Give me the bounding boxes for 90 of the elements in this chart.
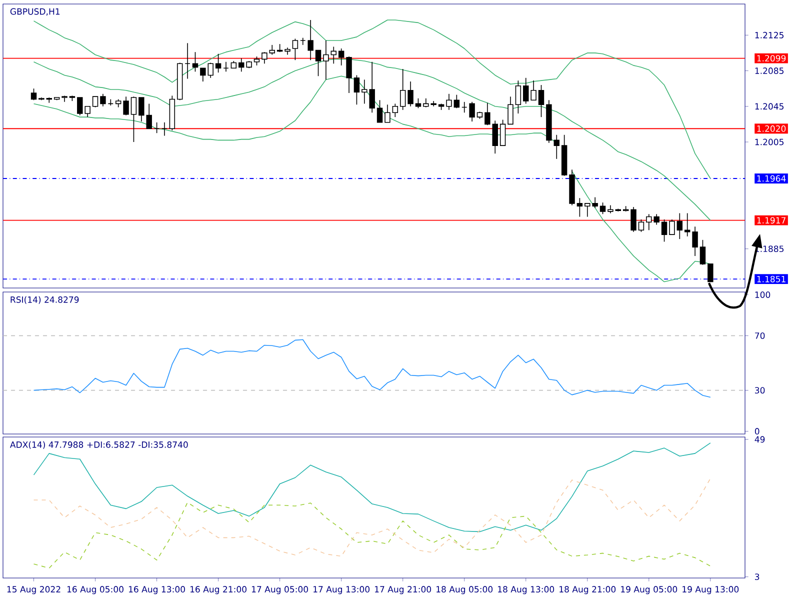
candlestick (692, 226, 698, 256)
candlestick (184, 42, 190, 80)
candlestick (315, 50, 322, 77)
y-tick-label: 49 (754, 436, 765, 443)
x-tick-label: 15 Aug 2022 (7, 586, 60, 594)
y-tick-label: 1.2125 (755, 32, 784, 38)
candlestick (446, 94, 452, 110)
candlestick (392, 103, 398, 118)
x-tick-label: 17 Aug 05:00 (252, 586, 308, 594)
x-tick-label: 16 Aug 05:00 (67, 586, 124, 594)
line-series (33, 478, 711, 557)
candlestick (62, 95, 68, 102)
candlestick (408, 81, 414, 107)
candlestick (576, 198, 583, 218)
ref-line-label: 1.1851 (757, 276, 786, 282)
candlestick (684, 212, 690, 237)
y-tick-label: 1.2005 (755, 138, 784, 146)
candlestick (638, 219, 644, 232)
candlestick (415, 98, 422, 109)
candlestick (30, 88, 37, 101)
candlestick (154, 122, 160, 134)
x-tick-label: 18 Aug 21:00 (560, 586, 616, 594)
chart-title: ADX(14) 47.7988 +DI:6.5827 -DI:35.8740 (10, 441, 188, 449)
candlestick (515, 80, 522, 114)
x-tick-label: 17 Aug 13:00 (313, 586, 370, 594)
candlestick (46, 97, 52, 104)
candlestick (346, 56, 352, 94)
candlestick (269, 44, 275, 56)
x-tick-label: 16 Aug 13:00 (128, 586, 185, 594)
candlestick (400, 68, 406, 110)
candlestick (354, 74, 360, 105)
candlestick (523, 77, 529, 104)
candlestick (300, 37, 306, 46)
line-series (33, 502, 711, 569)
x-tick-label: 19 Aug 05:00 (621, 586, 678, 594)
candlestick (600, 202, 606, 214)
candlestick (130, 96, 137, 142)
candlestick (338, 48, 344, 66)
candlestick (330, 46, 336, 64)
candlestick (492, 120, 498, 154)
x-tick-label: 18 Aug 05:00 (436, 586, 493, 594)
x-tick-label: 18 Aug 13:00 (498, 586, 554, 594)
y-tick-label: 3 (755, 574, 760, 580)
y-tick-label: 0 (754, 428, 760, 434)
y-tick-label: 30 (755, 387, 765, 394)
candlestick (661, 219, 668, 242)
ref-line-label: 1.2099 (757, 55, 786, 62)
candlestick (508, 96, 514, 125)
candlestick (700, 240, 706, 266)
candlestick (92, 96, 98, 108)
candlestick (538, 84, 544, 118)
candlestick (200, 68, 206, 82)
chart-title: RSI(14) 24.8279 (10, 296, 79, 304)
y-tick-label: 1.2085 (755, 68, 784, 74)
candlestick (238, 58, 244, 72)
candlestick (484, 102, 490, 126)
candlestick (192, 52, 198, 72)
candlestick (454, 94, 460, 109)
candlestick (292, 38, 298, 60)
candlestick (461, 102, 468, 114)
y-tick-label: 1.2045 (755, 103, 784, 110)
candlestick (630, 206, 636, 232)
candlestick (100, 94, 106, 107)
candlestick (676, 212, 683, 240)
candlestick (469, 102, 475, 122)
candlestick (584, 203, 590, 218)
candlestick (592, 196, 598, 208)
candlestick (384, 104, 390, 123)
candlestick (262, 52, 268, 64)
candlestick (554, 134, 560, 160)
candlestick (669, 219, 675, 235)
x-tick-label: 19 Aug 13:00 (682, 586, 739, 594)
candlestick (530, 80, 536, 101)
candlestick (162, 122, 168, 136)
chart-title: GBPUSD,H1 (10, 8, 60, 16)
ref-line-label: 1.1964 (757, 175, 786, 182)
x-tick-label: 17 Aug 21:00 (375, 586, 432, 594)
candlestick (215, 53, 222, 73)
candlestick (123, 96, 129, 116)
candlestick (376, 100, 383, 123)
candlestick (500, 119, 506, 146)
candlestick (208, 62, 214, 78)
x-tick-label: 16 Aug 21:00 (190, 586, 246, 594)
candlestick (308, 20, 314, 60)
candlestick (323, 40, 329, 80)
candlestick (223, 61, 229, 72)
ref-line-label: 1.2020 (757, 125, 786, 132)
y-tick-label: 70 (755, 332, 765, 339)
y-tick-label: 100 (755, 292, 770, 298)
ref-line-label: 1.1917 (757, 217, 786, 224)
